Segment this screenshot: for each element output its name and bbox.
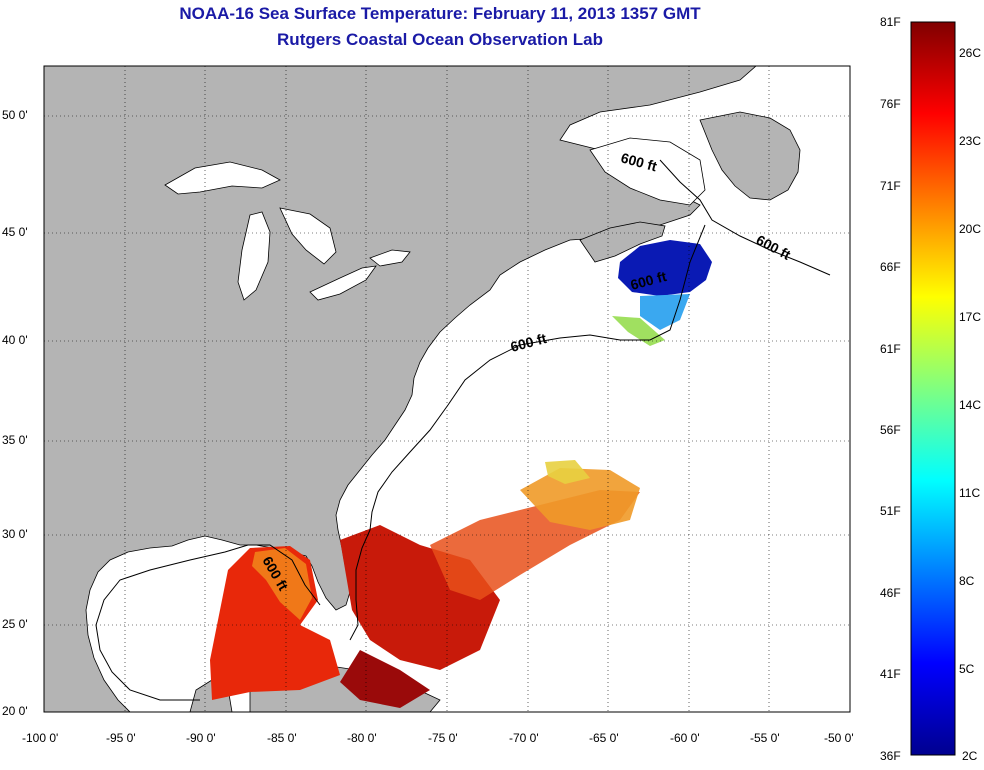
lake-superior	[164, 161, 281, 195]
map-subtitle: Rutgers Coastal Ocean Observation Lab	[277, 30, 603, 49]
lon-tick: -85 0'	[267, 731, 297, 745]
nova-scotia-land	[579, 221, 666, 263]
colorbar-f-label: 56F	[880, 423, 901, 437]
colorbar-f-label: 61F	[880, 342, 901, 356]
lon-tick: -50 0'	[824, 731, 854, 745]
lon-tick: -55 0'	[750, 731, 780, 745]
cold-sst-edge	[640, 294, 690, 330]
gulf-warm-core	[252, 548, 312, 620]
colorbar-c-label: 5C	[959, 662, 975, 676]
lon-tick: -75 0'	[428, 731, 458, 745]
colorbar-c-label: 23C	[959, 134, 982, 148]
lon-tick: -60 0'	[670, 731, 700, 745]
lon-tick: -100 0'	[22, 731, 59, 745]
cold-sst-tail	[612, 316, 665, 346]
colorbar-c-label: 17C	[959, 310, 982, 324]
colorbar-c-label: 26C	[959, 46, 982, 60]
colorbar-f-label: 81F	[880, 15, 901, 29]
lake-erie	[309, 265, 377, 301]
colorbar-f-label: 41F	[880, 667, 901, 681]
colorbar-f-label: 66F	[880, 260, 901, 274]
colorbar-c-label: 8C	[959, 574, 975, 588]
colorbar-c-label: 20C	[959, 222, 982, 236]
isobath-600ft-contour	[95, 159, 831, 701]
lat-tick: 40 0'	[2, 333, 28, 347]
lat-tick: 20 0'	[2, 704, 28, 718]
lat-tick: 25 0'	[2, 617, 28, 631]
sargasso-sst-patch	[520, 468, 640, 530]
lon-tick: -65 0'	[589, 731, 619, 745]
newfoundland-land	[699, 111, 801, 201]
cold-sst-patch	[618, 240, 712, 296]
lon-tick: -80 0'	[347, 731, 377, 745]
lat-tick: 35 0'	[2, 433, 28, 447]
lon-tick: -70 0'	[509, 731, 539, 745]
sargasso-yellow-patch	[545, 460, 590, 484]
colorbar-c-label: 11C	[959, 486, 981, 500]
colorbar-f-label: 36F	[880, 749, 901, 763]
colorbar-f-label: 46F	[880, 586, 901, 600]
colorbar-c-label: 2C	[962, 749, 978, 763]
colorbar	[910, 21, 956, 756]
lake-michigan	[237, 211, 271, 301]
lat-tick: 50 0'	[2, 108, 28, 122]
lon-tick: -90 0'	[186, 731, 216, 745]
colorbar-f-label: 76F	[880, 97, 901, 111]
colorbar-f-label: 51F	[880, 504, 901, 518]
lon-tick: -95 0'	[106, 731, 136, 745]
lat-tick: 45 0'	[2, 225, 28, 239]
lake-ontario	[369, 249, 411, 267]
caribbean-dark-patch	[340, 650, 430, 708]
colorbar-c-label: 14C	[959, 398, 982, 412]
lake-huron	[279, 207, 337, 265]
map-title: NOAA-16 Sea Surface Temperature: Februar…	[179, 4, 701, 23]
colorbar-f-label: 71F	[880, 179, 901, 193]
map-frame	[43, 65, 851, 713]
lat-tick: 30 0'	[2, 527, 28, 541]
